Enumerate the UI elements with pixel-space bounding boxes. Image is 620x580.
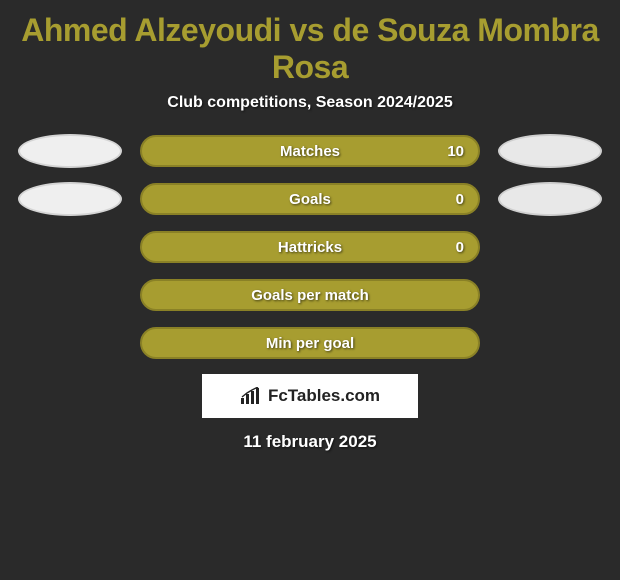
comparison-card: Ahmed Alzeyoudi vs de Souza Mombra Rosa … <box>0 0 620 580</box>
stat-label: Goals <box>289 191 331 208</box>
left-oval <box>18 182 122 216</box>
stat-label: Min per goal <box>266 335 354 352</box>
left-oval <box>18 134 122 168</box>
stat-label: Goals per match <box>251 287 369 304</box>
logo-box: FcTables.com <box>202 374 418 418</box>
page-title: Ahmed Alzeyoudi vs de Souza Mombra Rosa <box>0 0 620 94</box>
subtitle: Club competitions, Season 2024/2025 <box>0 94 620 112</box>
stat-row: Min per goal <box>0 326 620 360</box>
logo-text: FcTables.com <box>268 386 380 406</box>
stat-label: Matches <box>280 143 340 160</box>
stat-value: 0 <box>456 239 464 256</box>
stat-bar: Min per goal <box>140 327 480 359</box>
date-label: 11 february 2025 <box>0 432 620 452</box>
right-oval <box>498 134 602 168</box>
stat-row: Goals per match <box>0 278 620 312</box>
stat-row: Matches 10 <box>0 134 620 168</box>
chart-icon <box>240 387 262 405</box>
stat-row: Hattricks 0 <box>0 230 620 264</box>
right-oval <box>498 182 602 216</box>
stat-bar: Goals 0 <box>140 183 480 215</box>
stat-bar: Hattricks 0 <box>140 231 480 263</box>
stat-label: Hattricks <box>278 239 342 256</box>
stat-bar: Goals per match <box>140 279 480 311</box>
stats-rows: Matches 10 Goals 0 Hattricks 0 Goals per match… <box>0 134 620 360</box>
stat-value: 10 <box>447 143 464 160</box>
stat-row: Goals 0 <box>0 182 620 216</box>
stat-value: 0 <box>456 191 464 208</box>
stat-bar: Matches 10 <box>140 135 480 167</box>
